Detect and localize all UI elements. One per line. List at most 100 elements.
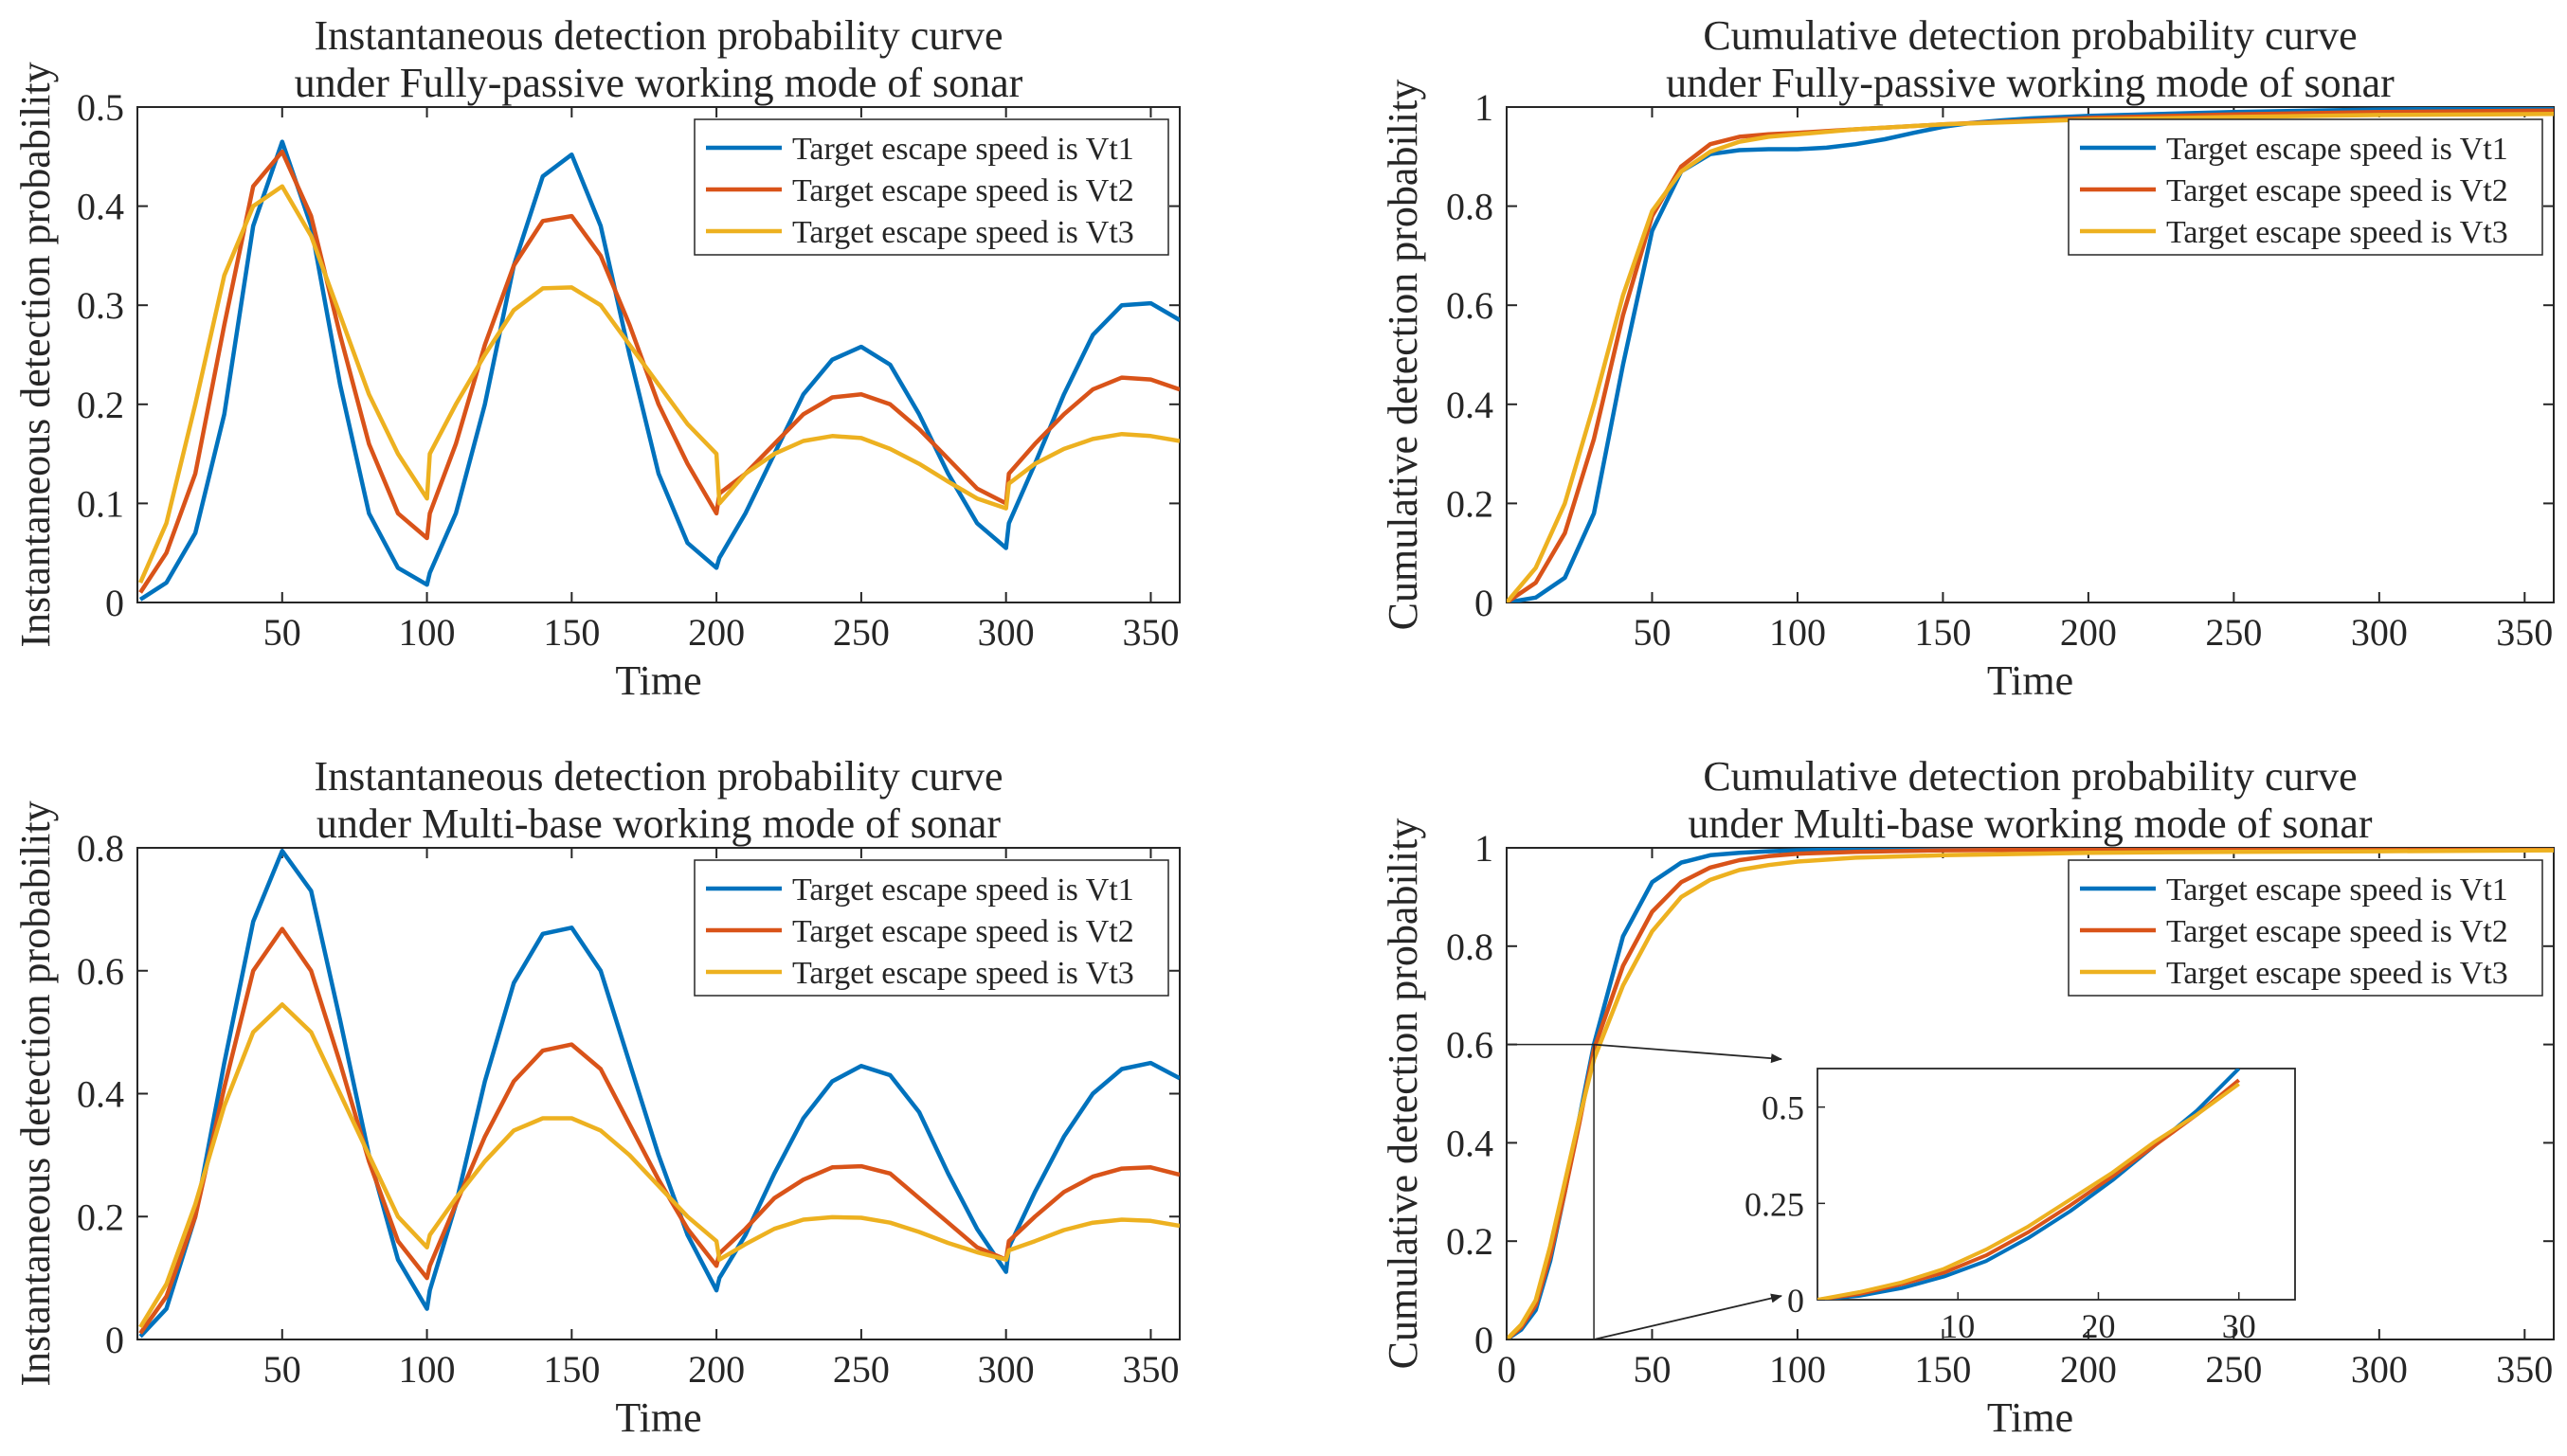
chart-title-line: under Multi-base working mode of sonar <box>1688 800 2373 847</box>
series-line-vt3 <box>138 1002 1180 1329</box>
inset-y-tick-label: 0 <box>1787 1282 1804 1320</box>
legend-label-vt3: Target escape speed is Vt3 <box>792 215 1134 250</box>
x-tick-label: 150 <box>543 1348 600 1391</box>
x-tick-label: 100 <box>1769 1348 1826 1391</box>
legend-label-vt3: Target escape speed is Vt3 <box>792 956 1134 991</box>
legend-label-vt2: Target escape speed is Vt2 <box>792 173 1134 208</box>
chart-title-line: Cumulative detection probability curve <box>1703 12 2357 59</box>
x-tick-label: 50 <box>1633 1348 1671 1391</box>
x-axis-label: Time <box>615 657 701 704</box>
chart-title-line: under Fully-passive working mode of sona… <box>295 60 1023 106</box>
plot-area-frame <box>1506 106 2555 603</box>
y-tick-label: 0.3 <box>77 284 124 327</box>
plot-area-frame <box>136 106 1181 603</box>
x-tick-label: 350 <box>2496 1348 2553 1391</box>
x-axis-label: Time <box>1987 1394 2073 1441</box>
y-axis-label: Cumulative detection probability <box>1380 80 1426 631</box>
inset-y-tick-label: 0.25 <box>1744 1185 1804 1223</box>
inset-x-tick-label: 10 <box>1941 1307 1975 1345</box>
legend-label-vt2: Target escape speed is Vt2 <box>2166 914 2508 949</box>
y-tick-label: 0.6 <box>1446 284 1493 327</box>
y-tick-label: 0 <box>1474 582 1493 624</box>
y-tick-label: 0.4 <box>77 186 124 228</box>
chart-multi-base-cumulative: Cumulative detection probability curveun… <box>1380 753 2555 1441</box>
y-tick-label: 0.6 <box>1446 1024 1493 1067</box>
legend-label-vt1: Target escape speed is Vt1 <box>2166 132 2508 167</box>
y-tick-label: 0.4 <box>1446 1122 1493 1164</box>
y-tick-label: 0.4 <box>77 1073 124 1116</box>
y-tick-label: 0.1 <box>77 482 124 525</box>
x-tick-label: 100 <box>399 611 456 654</box>
x-axis-label: Time <box>615 1394 701 1441</box>
zoom-arrow-top <box>1594 1043 1782 1064</box>
series-line-vt1 <box>138 139 1180 602</box>
y-tick-label: 0.2 <box>77 1195 124 1238</box>
y-axis-label: Instantaneous detection probability <box>12 800 59 1386</box>
y-axis-label: Instantaneous detection probability <box>12 62 59 647</box>
y-tick-label: 0.2 <box>1446 482 1493 525</box>
chart-multi-base-instantaneous: Instantaneous detection probability curv… <box>12 753 1181 1441</box>
x-tick-label: 350 <box>1122 611 1179 654</box>
x-tick-label: 300 <box>2351 611 2408 654</box>
zoom-arrow-bottom <box>1593 1293 1782 1340</box>
x-tick-label: 100 <box>1769 611 1826 654</box>
legend-label-vt2: Target escape speed is Vt2 <box>2166 173 2508 208</box>
legend-label-vt3: Target escape speed is Vt3 <box>2166 956 2508 991</box>
x-tick-label: 150 <box>1914 1348 1971 1391</box>
series-line-vt3 <box>1507 112 2554 602</box>
y-tick-label: 1 <box>1474 827 1493 870</box>
chart-title-line: under Fully-passive working mode of sona… <box>1666 60 2395 106</box>
chart-title-line: Cumulative detection probability curve <box>1703 753 2357 800</box>
y-tick-label: 0.6 <box>77 950 124 993</box>
x-tick-label: 100 <box>399 1348 456 1391</box>
y-tick-label: 0.2 <box>77 384 124 426</box>
x-axis-label: Time <box>1987 657 2073 704</box>
x-tick-label: 250 <box>833 611 890 654</box>
x-tick-label: 350 <box>2496 611 2553 654</box>
y-tick-label: 0.5 <box>77 86 124 129</box>
y-tick-label: 1 <box>1474 86 1493 129</box>
chart-title-line: under Multi-base working mode of sonar <box>316 800 1002 847</box>
x-tick-label: 250 <box>2205 611 2262 654</box>
y-tick-label: 0.8 <box>77 827 124 870</box>
x-tick-label: 50 <box>263 611 301 654</box>
inset-x-tick-label: 30 <box>2222 1307 2256 1345</box>
y-tick-label: 0 <box>1474 1319 1493 1361</box>
inset-frame <box>1817 1068 2296 1301</box>
legend-label-vt1: Target escape speed is Vt1 <box>792 132 1134 167</box>
x-tick-label: 250 <box>2205 1348 2262 1391</box>
series-line-vt2 <box>1507 848 2554 1339</box>
x-tick-label: 200 <box>2060 611 2117 654</box>
chart-fully-passive-cumulative: Cumulative detection probability curveun… <box>1380 12 2555 704</box>
x-tick-label: 200 <box>2060 1348 2117 1391</box>
x-tick-label: 0 <box>1497 1348 1516 1391</box>
series-line-vt3 <box>138 184 1180 584</box>
x-tick-label: 200 <box>688 611 745 654</box>
y-tick-label: 0 <box>105 582 124 624</box>
y-tick-label: 0.4 <box>1446 384 1493 426</box>
y-tick-label: 0.8 <box>1446 926 1493 968</box>
inset-series-line-vt3 <box>1817 1082 2240 1300</box>
legend-label-vt2: Target escape speed is Vt2 <box>792 914 1134 949</box>
y-axis-label: Cumulative detection probability <box>1380 818 1426 1370</box>
x-tick-label: 300 <box>2351 1348 2408 1391</box>
x-tick-label: 200 <box>688 1348 745 1391</box>
x-tick-label: 150 <box>543 611 600 654</box>
x-tick-label: 50 <box>263 1348 301 1391</box>
chart-title-line: Instantaneous detection probability curv… <box>315 12 1003 59</box>
x-tick-label: 250 <box>833 1348 890 1391</box>
inset-x-tick-label: 20 <box>2081 1307 2115 1345</box>
chart-title-line: Instantaneous detection probability curv… <box>315 753 1003 800</box>
zoom-region-box <box>1506 1043 1595 1340</box>
legend-label-vt3: Target escape speed is Vt3 <box>2166 215 2508 250</box>
x-tick-label: 150 <box>1914 611 1971 654</box>
chart-fully-passive-instantaneous: Instantaneous detection probability curv… <box>12 12 1181 704</box>
y-tick-label: 0.8 <box>1446 186 1493 228</box>
y-tick-label: 0.2 <box>1446 1220 1493 1263</box>
legend-label-vt1: Target escape speed is Vt1 <box>2166 872 2508 908</box>
x-tick-label: 350 <box>1122 1348 1179 1391</box>
legend-label-vt1: Target escape speed is Vt1 <box>792 872 1134 908</box>
y-tick-label: 0 <box>105 1319 124 1361</box>
x-tick-label: 50 <box>1633 611 1671 654</box>
